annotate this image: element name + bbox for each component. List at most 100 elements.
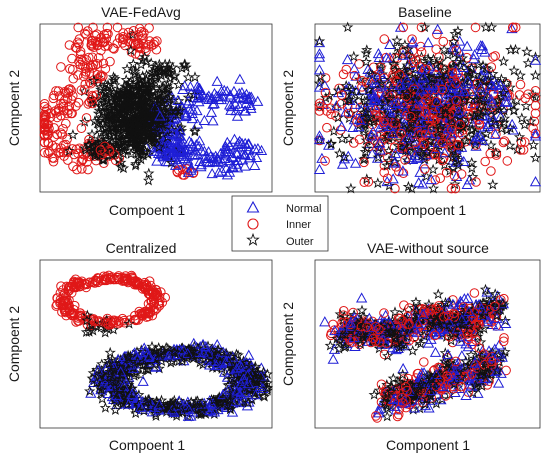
- data-point-star: [474, 71, 486, 83]
- data-point-circle: [77, 276, 87, 287]
- data-point-star: [90, 96, 102, 108]
- data-point-star: [114, 385, 126, 396]
- data-point-circle: [415, 62, 426, 72]
- data-point-star: [252, 389, 265, 401]
- data-point-triangle: [372, 47, 385, 59]
- data-point-triangle: [453, 45, 466, 56]
- data-point-circle: [120, 40, 130, 51]
- data-point-triangle: [461, 40, 473, 51]
- data-point-star: [158, 401, 170, 413]
- data-point-triangle: [407, 36, 419, 47]
- data-point-circle: [359, 177, 370, 187]
- data-point-triangle: [343, 81, 355, 92]
- data-point-triangle: [239, 137, 251, 148]
- data-point-star: [145, 75, 158, 87]
- data-point-circle: [470, 22, 481, 33]
- data-point-triangle: [228, 133, 241, 144]
- data-point-triangle: [220, 356, 232, 367]
- data-point-star: [495, 73, 508, 84]
- data-point-star: [146, 340, 158, 352]
- data-point-circle: [118, 34, 129, 45]
- data-point-triangle: [485, 79, 498, 90]
- data-point-triangle: [458, 155, 470, 166]
- data-point-circle: [379, 160, 390, 171]
- data-point-star: [205, 352, 217, 364]
- data-point-star: [497, 87, 510, 98]
- data-point-circle: [127, 272, 137, 282]
- data-point-circle: [76, 311, 87, 321]
- data-point-star: [161, 61, 174, 73]
- x-axis-label: Compoent 1: [109, 202, 185, 218]
- data-point-triangle: [425, 173, 437, 185]
- data-point-star: [359, 95, 371, 106]
- data-point-star: [490, 146, 502, 158]
- data-point-triangle: [349, 98, 361, 109]
- data-point-star: [172, 109, 184, 120]
- data-point-triangle: [494, 79, 506, 90]
- data-point-triangle: [123, 398, 135, 409]
- data-point-star: [184, 402, 196, 414]
- data-point-circle: [435, 173, 446, 183]
- data-point-triangle: [217, 388, 229, 400]
- data-point-star: [197, 358, 209, 370]
- data-point-star: [364, 83, 376, 95]
- data-point-triangle: [243, 349, 255, 360]
- data-point-triangle: [529, 176, 542, 187]
- data-point-triangle: [174, 125, 186, 136]
- data-point-circle: [90, 275, 100, 286]
- data-point-circle: [148, 300, 159, 310]
- data-point-star: [118, 139, 130, 151]
- data-point-star: [163, 58, 175, 70]
- data-point-circle: [357, 114, 367, 125]
- data-point-star: [480, 128, 492, 139]
- data-point-triangle: [219, 143, 232, 154]
- data-point-triangle: [414, 166, 426, 177]
- data-point-triangle: [319, 79, 331, 91]
- data-point-triangle: [195, 161, 207, 172]
- data-point-triangle: [227, 351, 239, 362]
- data-point-star: [90, 376, 103, 388]
- data-point-star: [449, 28, 461, 39]
- data-point-circle: [69, 305, 79, 315]
- data-point-circle: [43, 148, 53, 159]
- data-point-star: [420, 170, 432, 182]
- data-point-circle: [446, 183, 457, 194]
- data-point-circle: [137, 30, 148, 40]
- data-point-star: [164, 90, 176, 102]
- markers: [39, 22, 268, 186]
- data-point-star: [137, 54, 149, 65]
- data-point-circle: [320, 87, 331, 98]
- data-point-triangle: [239, 149, 251, 160]
- data-point-star: [360, 134, 372, 146]
- data-point-triangle: [449, 64, 462, 75]
- data-point-triangle: [478, 121, 491, 132]
- data-point-star: [176, 62, 188, 74]
- data-point-triangle: [201, 92, 213, 103]
- data-point-circle: [405, 111, 416, 122]
- data-point-star: [152, 98, 164, 110]
- data-point-star: [102, 354, 115, 366]
- data-point-circle: [100, 64, 111, 74]
- data-point-star: [521, 45, 533, 57]
- data-point-triangle: [223, 155, 235, 166]
- data-point-triangle: [233, 87, 245, 99]
- data-point-triangle: [185, 410, 197, 421]
- data-point-triangle: [529, 54, 542, 65]
- data-point-circle: [446, 136, 457, 146]
- data-point-circle: [90, 30, 100, 41]
- data-point-triangle: [224, 140, 236, 151]
- data-point-star: [186, 348, 199, 360]
- data-point-star: [130, 132, 142, 144]
- data-point-triangle: [169, 154, 182, 165]
- data-point-circle: [87, 41, 97, 51]
- data-point-star: [414, 57, 427, 69]
- data-point-star: [101, 116, 113, 128]
- data-point-triangle: [257, 382, 269, 393]
- data-point-triangle: [313, 133, 326, 145]
- data-point-star: [360, 106, 372, 118]
- data-point-star: [138, 144, 151, 156]
- data-point-circle: [42, 104, 52, 114]
- data-point-star: [458, 94, 470, 106]
- data-point-triangle: [401, 74, 413, 85]
- data-point-star: [130, 81, 142, 92]
